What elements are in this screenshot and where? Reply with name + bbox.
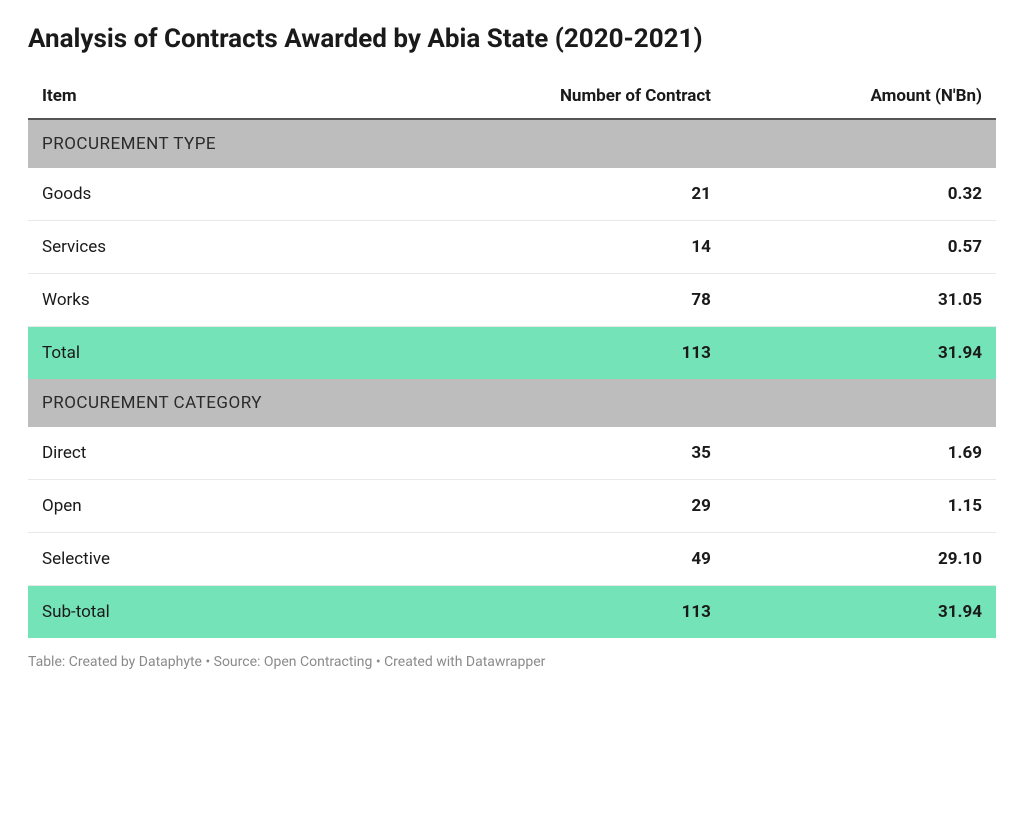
table-row: Goods 21 0.32 — [28, 168, 996, 221]
section-label: PROCUREMENT TYPE — [28, 119, 996, 168]
cell-item: Works — [28, 274, 454, 327]
cell-amount: 0.57 — [725, 221, 996, 274]
cell-amount: 1.15 — [725, 480, 996, 533]
col-header-item: Item — [28, 76, 454, 119]
section-header-row: PROCUREMENT TYPE — [28, 119, 996, 168]
cell-item: Direct — [28, 427, 454, 480]
cell-count: 35 — [454, 427, 725, 480]
cell-item: Selective — [28, 533, 454, 586]
col-header-count: Number of Contract — [454, 76, 725, 119]
cell-count: 78 — [454, 274, 725, 327]
cell-amount: 29.10 — [725, 533, 996, 586]
col-header-amount: Amount (N'Bn) — [725, 76, 996, 119]
cell-item: Total — [28, 327, 454, 380]
cell-item: Goods — [28, 168, 454, 221]
table-row: Services 14 0.57 — [28, 221, 996, 274]
table-row: Open 29 1.15 — [28, 480, 996, 533]
contracts-table: Item Number of Contract Amount (N'Bn) PR… — [28, 76, 996, 638]
section-header-row: PROCUREMENT CATEGORY — [28, 379, 996, 427]
cell-amount: 31.05 — [725, 274, 996, 327]
cell-amount: 1.69 — [725, 427, 996, 480]
cell-item: Open — [28, 480, 454, 533]
page-title: Analysis of Contracts Awarded by Abia St… — [28, 24, 996, 54]
section-label: PROCUREMENT CATEGORY — [28, 379, 996, 427]
cell-amount: 31.94 — [725, 586, 996, 639]
total-row: Total 113 31.94 — [28, 327, 996, 380]
total-row: Sub-total 113 31.94 — [28, 586, 996, 639]
cell-item: Services — [28, 221, 454, 274]
cell-count: 113 — [454, 586, 725, 639]
cell-count: 113 — [454, 327, 725, 380]
table-row: Works 78 31.05 — [28, 274, 996, 327]
table-footer: Table: Created by Dataphyte • Source: Op… — [28, 654, 996, 670]
cell-amount: 31.94 — [725, 327, 996, 380]
cell-amount: 0.32 — [725, 168, 996, 221]
cell-item: Sub-total — [28, 586, 454, 639]
cell-count: 29 — [454, 480, 725, 533]
cell-count: 14 — [454, 221, 725, 274]
table-row: Direct 35 1.69 — [28, 427, 996, 480]
table-header-row: Item Number of Contract Amount (N'Bn) — [28, 76, 996, 119]
cell-count: 49 — [454, 533, 725, 586]
table-row: Selective 49 29.10 — [28, 533, 996, 586]
cell-count: 21 — [454, 168, 725, 221]
